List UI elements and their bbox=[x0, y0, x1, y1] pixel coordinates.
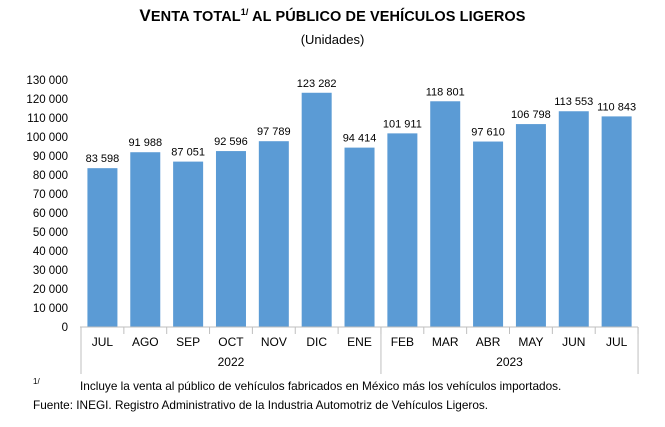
bar bbox=[430, 101, 461, 327]
x-tick-label: FEB bbox=[391, 335, 414, 349]
bar bbox=[515, 124, 546, 327]
x-tick-label: JUL bbox=[92, 335, 114, 349]
data-label: 92 596 bbox=[214, 136, 248, 148]
x-tick-label: SEP bbox=[176, 335, 200, 349]
bar bbox=[344, 147, 375, 327]
y-tick-label: 0 bbox=[62, 322, 68, 334]
bar bbox=[473, 141, 504, 327]
y-tick-label: 30 000 bbox=[33, 265, 68, 277]
data-label: 97 610 bbox=[471, 127, 505, 139]
year-label: 2022 bbox=[218, 355, 245, 369]
bar bbox=[215, 151, 246, 327]
title-tail: AL PÚBLICO DE VEHÍCULOS LIGEROS bbox=[248, 9, 526, 25]
y-tick-label: 90 000 bbox=[33, 151, 68, 163]
title-initial: V bbox=[139, 6, 151, 25]
data-label: 118 801 bbox=[426, 86, 465, 98]
y-tick-label: 50 000 bbox=[33, 227, 68, 239]
data-label: 87 051 bbox=[171, 147, 205, 159]
bar bbox=[387, 133, 418, 327]
x-tick-label: MAR bbox=[432, 335, 459, 349]
year-label: 2023 bbox=[496, 355, 523, 369]
x-tick-label: ABR bbox=[476, 335, 501, 349]
data-label: 101 911 bbox=[383, 118, 422, 130]
y-tick-label: 110 000 bbox=[27, 113, 68, 125]
y-tick-label: 120 000 bbox=[26, 94, 68, 106]
y-tick-label: 80 000 bbox=[33, 170, 68, 182]
y-tick-label: 70 000 bbox=[33, 189, 68, 201]
bar bbox=[601, 116, 632, 327]
footnote-text: Incluye la venta al público de vehículos… bbox=[80, 379, 562, 393]
y-tick-label: 10 000 bbox=[33, 303, 68, 315]
x-tick-label: AGO bbox=[132, 335, 159, 349]
y-tick-label: 130 000 bbox=[26, 75, 68, 87]
data-label: 106 798 bbox=[511, 109, 551, 121]
chart-subtitle: (Unidades) bbox=[300, 32, 365, 47]
bar bbox=[558, 111, 589, 327]
data-label: 113 553 bbox=[554, 96, 593, 108]
data-label: 110 843 bbox=[597, 101, 636, 113]
y-tick-label: 100 000 bbox=[26, 132, 68, 144]
footnote-mark: 1/ bbox=[33, 377, 40, 386]
bar bbox=[301, 92, 332, 328]
x-tick-label: MAY bbox=[518, 335, 543, 349]
x-tick-label: DIC bbox=[306, 335, 327, 349]
bar bbox=[258, 141, 289, 327]
x-tick-label: ENE bbox=[347, 335, 372, 349]
y-tick-label: 60 000 bbox=[33, 208, 68, 220]
bar bbox=[130, 152, 161, 327]
y-tick-label: 40 000 bbox=[33, 246, 68, 258]
title-main: ENTA TOTAL bbox=[150, 9, 241, 25]
x-tick-label: OCT bbox=[218, 335, 244, 349]
data-label: 97 789 bbox=[257, 126, 291, 138]
x-tick-label: JUN bbox=[562, 335, 585, 349]
data-label: 91 988 bbox=[128, 137, 162, 149]
bar bbox=[87, 168, 118, 327]
chart-title: VENTA TOTAL1/ AL PÚBLICO DE VEHÍCULOS LI… bbox=[0, 6, 665, 26]
x-tick-label: JUL bbox=[606, 335, 628, 349]
source-note: Fuente: INEGI. Registro Administrativo d… bbox=[33, 398, 489, 412]
bar bbox=[173, 161, 204, 327]
data-label: 123 282 bbox=[297, 78, 337, 90]
data-label: 94 414 bbox=[343, 133, 377, 145]
y-tick-label: 20 000 bbox=[33, 284, 68, 296]
data-label: 83 598 bbox=[86, 153, 120, 165]
title-superscript: 1/ bbox=[240, 7, 249, 18]
x-tick-label: NOV bbox=[261, 335, 287, 349]
